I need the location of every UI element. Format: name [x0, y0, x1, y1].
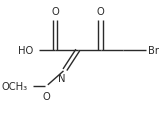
Text: N: N: [58, 74, 66, 83]
Text: OCH₃: OCH₃: [2, 81, 28, 91]
Text: Br: Br: [148, 46, 159, 56]
Text: O: O: [43, 91, 50, 101]
Text: O: O: [97, 7, 104, 17]
Text: HO: HO: [18, 46, 33, 56]
Text: O: O: [51, 7, 59, 17]
